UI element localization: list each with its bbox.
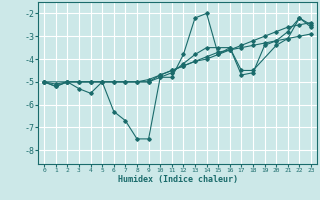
X-axis label: Humidex (Indice chaleur): Humidex (Indice chaleur) [118, 175, 238, 184]
